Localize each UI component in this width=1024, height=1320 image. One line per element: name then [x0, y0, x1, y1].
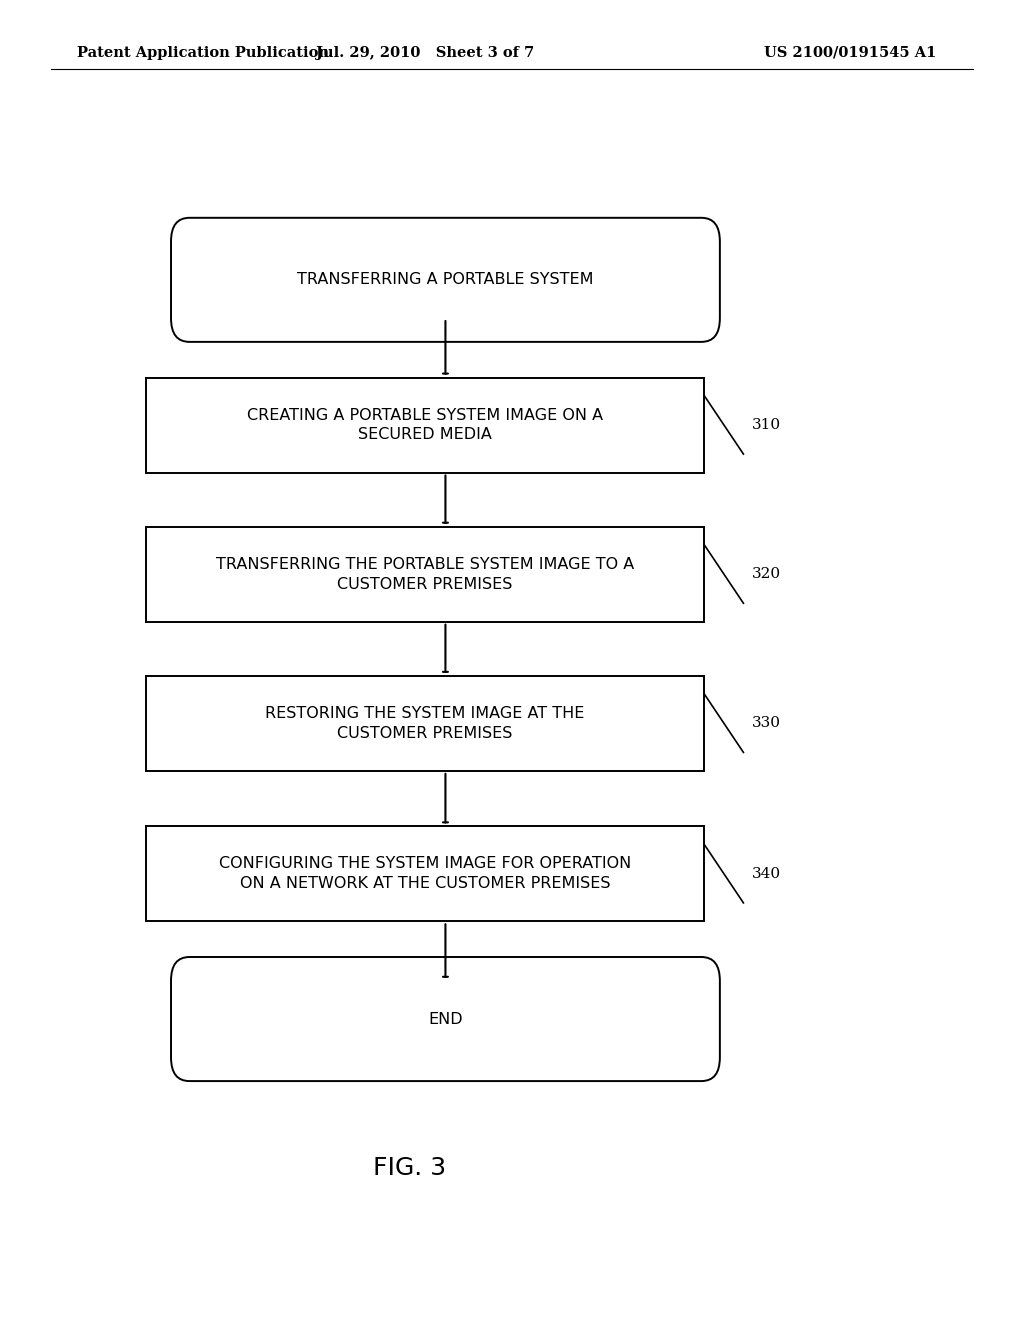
Text: US 2100/0191545 A1: US 2100/0191545 A1 [764, 46, 936, 59]
Text: 330: 330 [752, 717, 780, 730]
Text: CONFIGURING THE SYSTEM IMAGE FOR OPERATION
ON A NETWORK AT THE CUSTOMER PREMISES: CONFIGURING THE SYSTEM IMAGE FOR OPERATI… [219, 857, 631, 891]
Text: 340: 340 [752, 867, 780, 880]
FancyBboxPatch shape [171, 957, 720, 1081]
Text: Patent Application Publication: Patent Application Publication [77, 46, 329, 59]
Text: 320: 320 [752, 568, 780, 581]
FancyBboxPatch shape [145, 826, 705, 921]
Text: END: END [428, 1011, 463, 1027]
Text: RESTORING THE SYSTEM IMAGE AT THE
CUSTOMER PREMISES: RESTORING THE SYSTEM IMAGE AT THE CUSTOM… [265, 706, 585, 741]
FancyBboxPatch shape [171, 218, 720, 342]
Text: TRANSFERRING A PORTABLE SYSTEM: TRANSFERRING A PORTABLE SYSTEM [297, 272, 594, 288]
Text: FIG. 3: FIG. 3 [373, 1156, 446, 1180]
Text: Jul. 29, 2010   Sheet 3 of 7: Jul. 29, 2010 Sheet 3 of 7 [315, 46, 535, 59]
FancyBboxPatch shape [145, 378, 705, 473]
FancyBboxPatch shape [145, 676, 705, 771]
Text: TRANSFERRING THE PORTABLE SYSTEM IMAGE TO A
CUSTOMER PREMISES: TRANSFERRING THE PORTABLE SYSTEM IMAGE T… [216, 557, 634, 591]
Text: 310: 310 [752, 418, 780, 432]
FancyBboxPatch shape [145, 527, 705, 622]
Text: CREATING A PORTABLE SYSTEM IMAGE ON A
SECURED MEDIA: CREATING A PORTABLE SYSTEM IMAGE ON A SE… [247, 408, 603, 442]
